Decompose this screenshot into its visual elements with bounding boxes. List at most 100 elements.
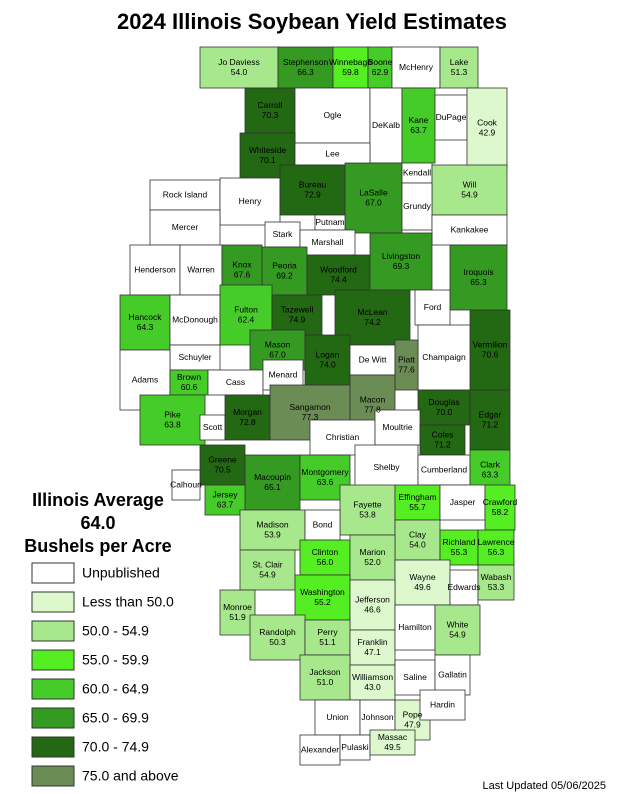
county [239,509,306,551]
county [401,87,436,164]
county-name: Coles [432,429,454,439]
county-name: White [447,619,469,629]
county [199,46,279,89]
county-name: Carroll [257,100,282,110]
county-name: McLean [357,307,388,317]
county-name: St. Clair [252,559,282,569]
county-value: 70.0 [436,407,453,417]
county-name: Edgar [479,409,502,419]
county [306,254,371,296]
county [401,182,433,231]
county [434,654,471,696]
county [314,699,361,736]
county-value: 71.2 [482,419,499,429]
county-value: 74.0 [319,359,336,369]
footer: Last Updated 05/06/2025 [482,780,606,792]
county-name: Grundy [403,201,432,211]
legend-swatch [31,736,75,758]
title: 2024 Illinois Soybean Yield Estimates [117,9,507,34]
county-name: Champaign [422,352,466,362]
county [469,389,511,451]
county-value: 54.9 [259,569,276,579]
county [484,484,516,531]
county-name: Washington [300,587,345,597]
county [249,614,306,661]
county-value: 69.2 [276,270,293,280]
county-name: Marion [360,547,386,557]
county [477,529,515,566]
county-name: Crawford [483,497,518,507]
county-name: Rock Island [163,189,208,199]
county [439,529,479,566]
legend-swatch [31,620,75,642]
county [271,294,323,336]
county [299,229,356,256]
county-value: 77.8 [364,404,381,414]
county [244,454,301,511]
county-name: Kane [409,115,429,125]
county-value: 49.5 [384,742,401,752]
county [304,509,341,541]
county-name: Ford [424,302,442,312]
county [264,221,301,248]
county-value: 70.6 [482,349,499,359]
county-name: Lawrence [478,537,515,547]
county-name: Christian [326,432,360,442]
county-name: Pope [403,709,423,719]
county-name: Schuyler [178,352,211,362]
county-name: Pike [164,409,181,419]
county-name: Clark [480,459,501,469]
county-name: Kendall [403,167,431,177]
county-name: Woodford [320,264,357,274]
county-name: Calhoun [170,479,202,489]
county-name: Macon [360,394,386,404]
county-name: Mason [265,339,291,349]
county-name: Piatt [398,354,416,364]
county-name: Tazewell [281,304,314,314]
county [294,87,371,144]
county-name: Stark [273,229,294,239]
county [419,424,466,456]
county-name: McHenry [399,62,434,72]
county-value: 51.3 [451,67,468,77]
county-name: Logan [316,349,340,359]
county [431,164,508,216]
legend-label: Less than 50.0 [82,594,174,610]
county [359,699,396,736]
county [169,294,221,346]
county-value: 60.6 [181,382,198,392]
county [369,729,416,756]
county [179,244,223,296]
county-name: Jefferson [355,594,390,604]
county-value: 54.0 [231,67,248,77]
county [394,339,419,391]
county-value: 63.3 [482,469,499,479]
county-name: Jersey [212,489,238,499]
county-value: 70.3 [262,110,279,120]
county-name: Saline [403,672,427,682]
county-name: Wayne [409,572,435,582]
county [477,564,515,601]
county-name: McDonough [172,314,218,324]
county-name: Union [326,712,348,722]
county-name: Cumberland [421,464,468,474]
county-name: Perry [317,627,338,637]
county-name: Will [463,179,477,189]
county-value: 70.5 [214,464,231,474]
county [344,162,403,234]
county-value: 54.9 [461,189,478,199]
legend-average: 64.0 [80,513,115,533]
county [469,449,511,491]
legend-swatch [31,562,75,584]
county-value: 54.9 [449,629,466,639]
county-name: Greene [208,454,237,464]
county-name: DuPage [436,112,467,122]
county-value: 63.6 [317,477,334,487]
county [207,369,264,396]
county-name: LaSalle [359,187,388,197]
legend-swatch [31,591,75,613]
county-value: 42.9 [479,127,496,137]
county-name: Vermilion [473,339,508,349]
county-name: Putnam [315,217,344,227]
county-value: 47.1 [364,647,381,657]
